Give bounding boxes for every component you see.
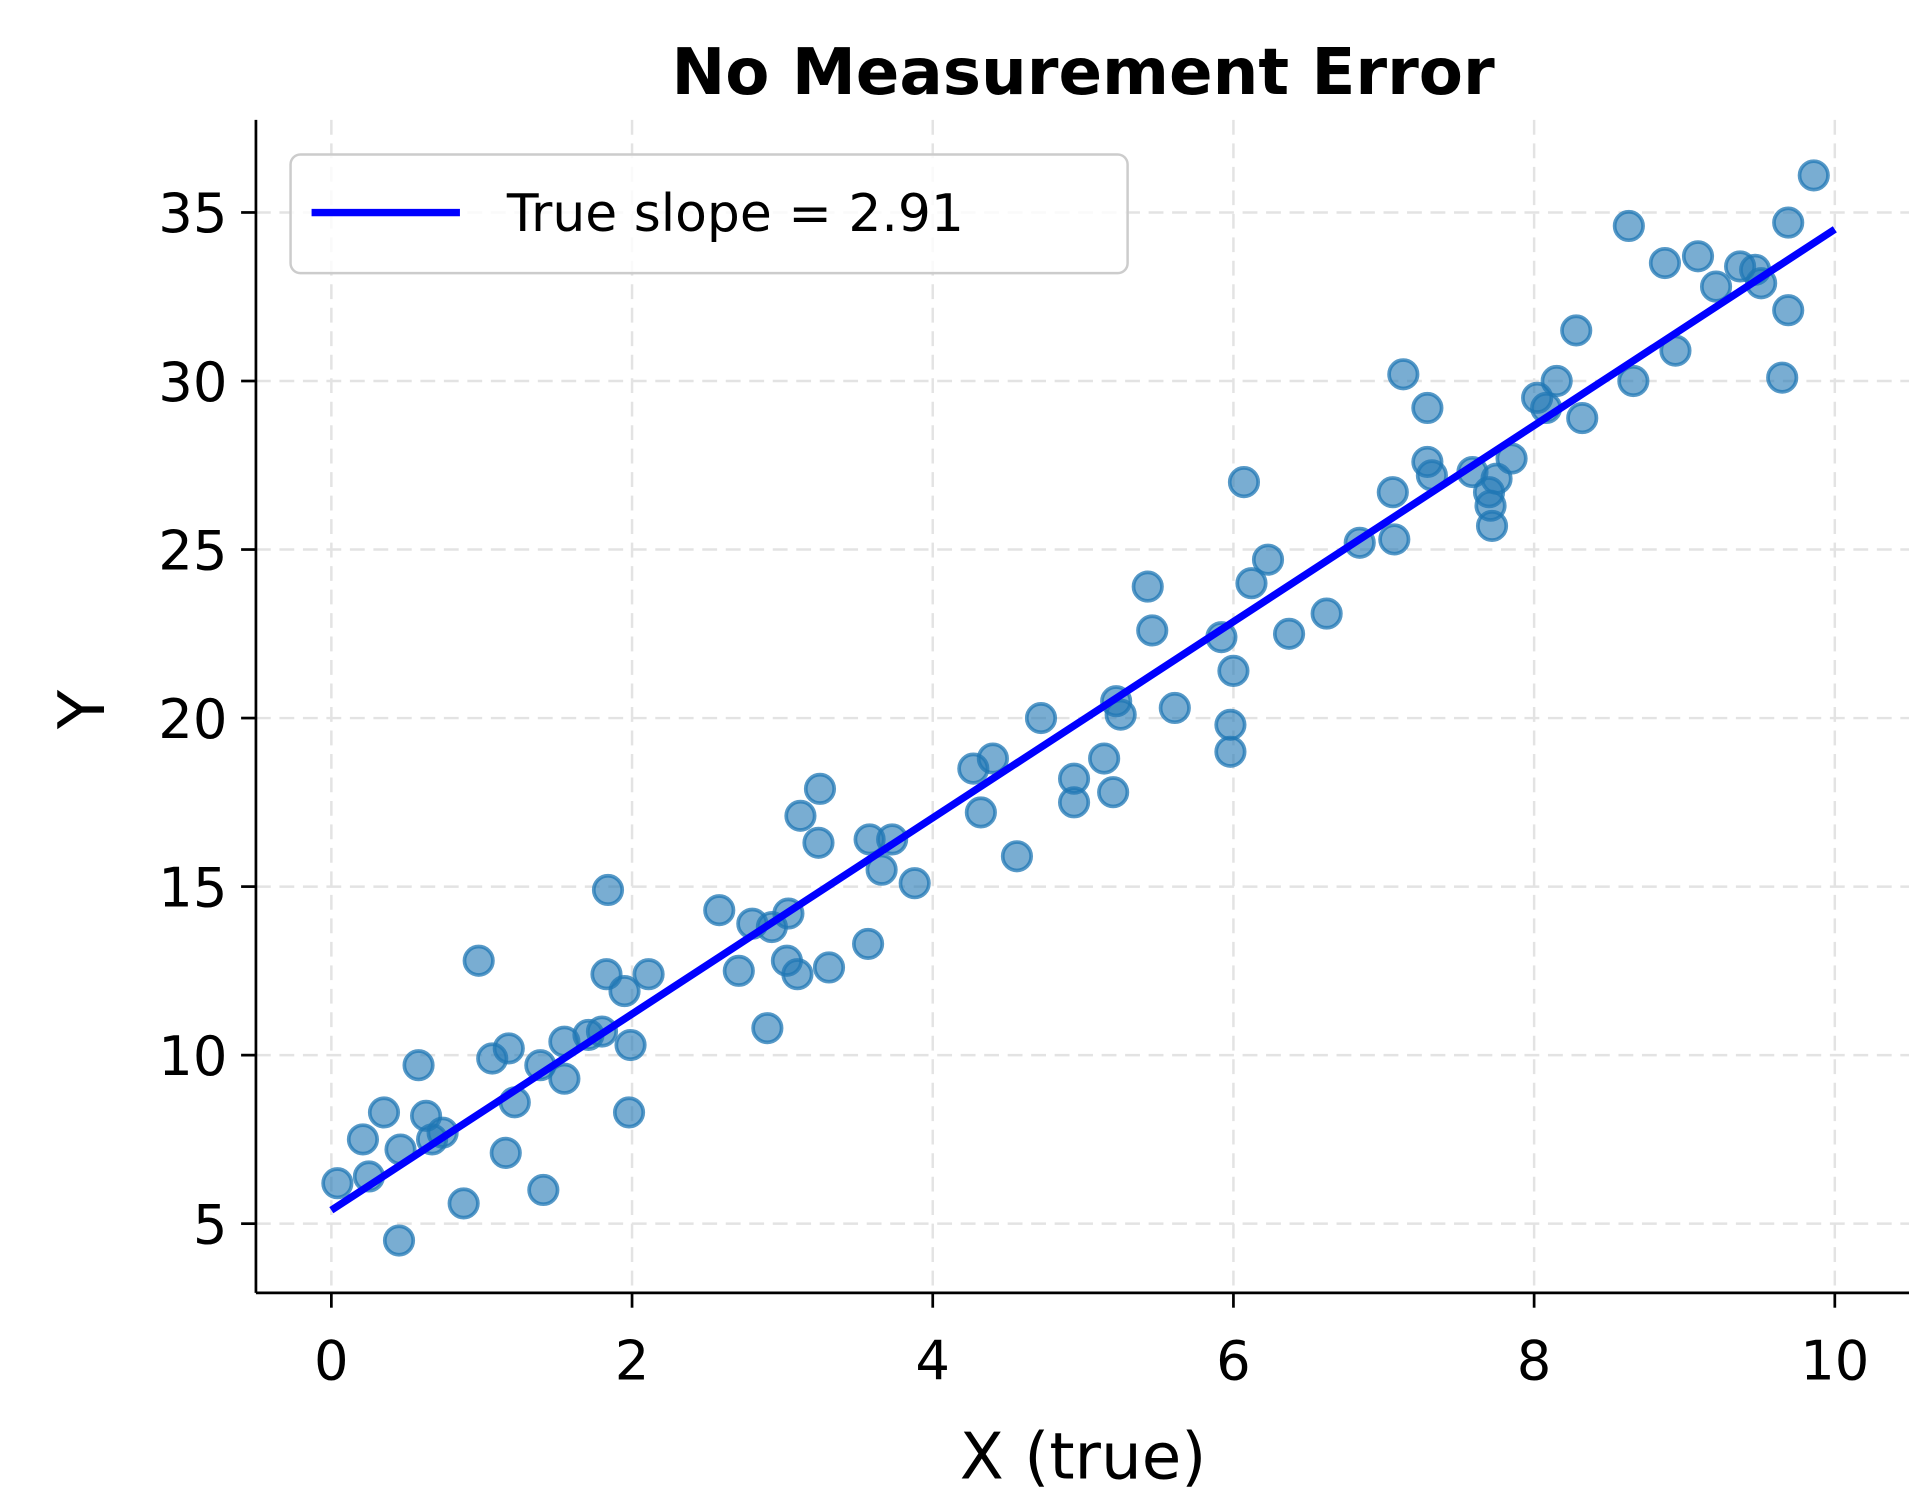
data-point xyxy=(1387,358,1420,391)
data-point xyxy=(1000,840,1034,873)
y-axis-ticks: 5 10 15 20 25 30 35 xyxy=(158,182,256,1256)
data-point xyxy=(614,1028,647,1062)
data-point xyxy=(1024,701,1058,735)
y-tick-label: 5 xyxy=(193,1193,228,1256)
data-point xyxy=(1540,364,1573,398)
data-point xyxy=(802,826,835,859)
data-point xyxy=(1158,691,1191,725)
data-point xyxy=(1475,509,1509,543)
data-point xyxy=(1617,364,1650,398)
data-point xyxy=(964,796,997,829)
data-point xyxy=(852,927,885,960)
data-point xyxy=(346,1123,380,1156)
data-point xyxy=(803,772,837,805)
data-point xyxy=(781,958,814,991)
legend-label: True slope = 2.91 xyxy=(506,184,964,244)
data-point xyxy=(548,1062,581,1095)
legend-box xyxy=(289,153,1129,275)
data-point xyxy=(1057,786,1091,819)
data-point xyxy=(722,954,755,987)
data-point xyxy=(784,799,817,832)
data-point xyxy=(1310,597,1343,630)
x-axis-label: X (true) xyxy=(960,1419,1207,1494)
data-point xyxy=(527,1173,560,1207)
y-tick-label: 20 xyxy=(158,688,227,751)
x-tick-label: 2 xyxy=(615,1329,650,1392)
data-point xyxy=(632,958,665,991)
data-point xyxy=(1131,570,1164,603)
data-point xyxy=(1088,742,1121,775)
data-point xyxy=(1214,735,1247,768)
data-point xyxy=(1560,314,1593,347)
data-point xyxy=(751,1012,784,1045)
data-point xyxy=(1772,206,1805,239)
data-point xyxy=(367,1096,401,1129)
x-tick-label: 8 xyxy=(1517,1329,1552,1392)
legend: True slope = 2.91 xyxy=(289,153,1129,275)
true-slope-line xyxy=(329,226,1837,1214)
data-point xyxy=(1411,391,1444,425)
data-point xyxy=(1612,209,1645,243)
data-point xyxy=(492,1032,525,1065)
data-point xyxy=(1648,246,1681,280)
data-point xyxy=(1772,294,1805,327)
data-point xyxy=(1378,523,1411,556)
data-point xyxy=(898,867,931,900)
data-point xyxy=(1227,466,1261,499)
data-point xyxy=(1235,567,1268,600)
data-point xyxy=(1097,776,1130,809)
chart-title: No Measurement Error xyxy=(672,35,1495,110)
data-point xyxy=(608,975,641,1008)
y-tick-label: 15 xyxy=(158,856,227,919)
data-point xyxy=(1272,617,1306,650)
data-point xyxy=(812,951,846,984)
y-axis-label: Y xyxy=(45,689,120,730)
x-tick-label: 0 xyxy=(314,1329,349,1392)
y-tick-label: 10 xyxy=(158,1025,227,1088)
data-point xyxy=(1566,402,1599,435)
data-point xyxy=(321,1167,354,1200)
data-point xyxy=(1217,654,1250,687)
x-tick-label: 4 xyxy=(915,1329,950,1392)
data-point xyxy=(1699,270,1733,303)
data-point xyxy=(447,1187,480,1220)
x-tick-label: 6 xyxy=(1216,1329,1251,1392)
y-tick-label: 25 xyxy=(158,519,227,582)
x-axis-ticks: 0 2 4 6 8 10 xyxy=(314,1292,1869,1392)
data-point xyxy=(591,873,625,907)
data-point xyxy=(1376,476,1409,509)
y-tick-label: 30 xyxy=(158,351,227,414)
data-point xyxy=(402,1049,435,1082)
data-point xyxy=(1766,361,1799,394)
data-point xyxy=(703,894,736,927)
data-point xyxy=(462,944,495,977)
data-point xyxy=(382,1224,416,1257)
data-point xyxy=(1681,240,1715,273)
data-point xyxy=(612,1096,646,1129)
data-point xyxy=(1214,708,1247,741)
data-point xyxy=(1104,698,1137,731)
data-point xyxy=(1797,159,1830,192)
data-point xyxy=(489,1136,522,1169)
data-point xyxy=(1251,543,1285,576)
x-tick-label: 10 xyxy=(1800,1329,1869,1392)
data-point xyxy=(1136,614,1169,647)
y-tick-label: 35 xyxy=(158,182,227,245)
data-point xyxy=(976,742,1009,775)
